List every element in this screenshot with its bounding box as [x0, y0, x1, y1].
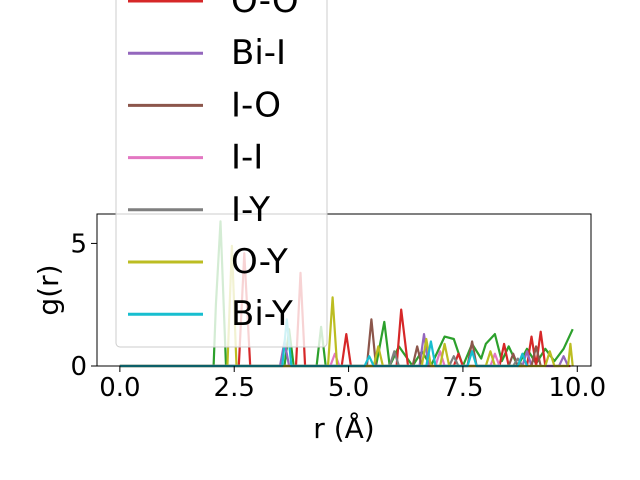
legend-label: Bi-I — [231, 33, 286, 73]
legend-label: O-O — [231, 0, 299, 21]
legend-box — [115, 0, 328, 348]
y-tick-label: 5 — [70, 229, 87, 259]
legend-label: I-Y — [231, 190, 270, 230]
legend-label: I-O — [231, 85, 281, 125]
x-tick-label: 2.5 — [214, 373, 255, 403]
series-line-5 — [119, 350, 524, 368]
x-tick-label: 10.0 — [548, 373, 606, 403]
axis-ticks: 0.0 2.5 5.0 7.5 10.0 0 5 — [70, 229, 606, 403]
legend-label: Bi-Y — [231, 294, 293, 334]
plot-area-frame — [96, 213, 592, 367]
x-tick-label: 0.0 — [99, 373, 140, 403]
y-axis-label: g(r) — [32, 264, 65, 315]
x-axis-label: r (Å) — [313, 411, 374, 445]
legend: O-O Bi-I I-O I-I I-Y O-Y Bi-Y — [115, 0, 328, 348]
legend-label: I-I — [231, 138, 263, 178]
x-tick-label: 7.5 — [442, 373, 483, 403]
legend-label: O-Y — [231, 242, 288, 282]
x-tick-label: 5.0 — [328, 373, 369, 403]
y-tick-label: 0 — [70, 352, 87, 382]
series-line-0 — [119, 220, 574, 368]
